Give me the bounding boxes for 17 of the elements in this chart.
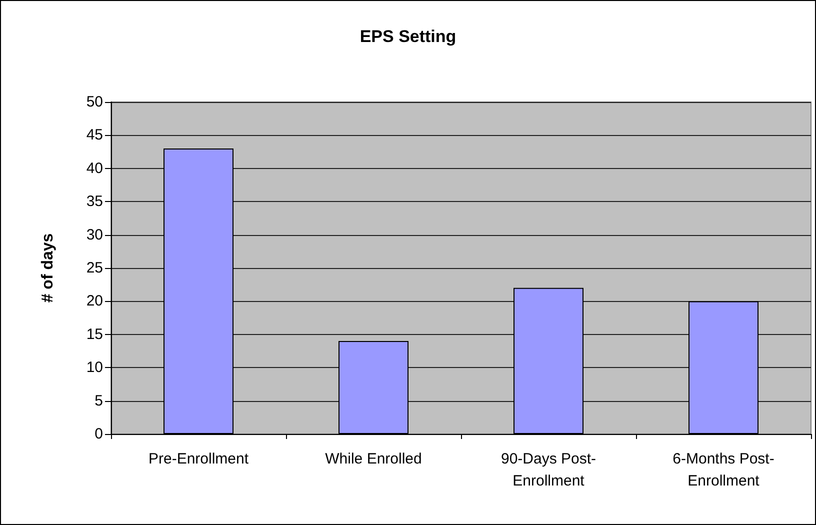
y-tick-label: 10 bbox=[86, 359, 103, 376]
x-tick-label: Pre-Enrollment bbox=[148, 450, 250, 468]
y-tick-label: 50 bbox=[86, 94, 103, 110]
y-axis-title: # of days bbox=[40, 233, 56, 303]
y-tick-label: 35 bbox=[86, 193, 103, 210]
y-tick-label: 45 bbox=[86, 126, 103, 144]
y-tick-label: 20 bbox=[86, 292, 103, 310]
chart-title: EPS Setting bbox=[360, 27, 456, 46]
y-tick-label: 5 bbox=[94, 392, 103, 410]
x-tick-label: 6-Months Post-Enrollment bbox=[672, 450, 774, 490]
y-tick-label: 25 bbox=[86, 260, 103, 276]
y-tick-label: 40 bbox=[86, 160, 103, 177]
x-tick-label: 90-Days Post-Enrollment bbox=[500, 450, 596, 490]
y-tick-label: 0 bbox=[94, 426, 103, 442]
y-tick-label: 15 bbox=[86, 326, 103, 343]
x-tick-label: While Enrolled bbox=[325, 450, 422, 468]
y-tick-label: 30 bbox=[86, 226, 103, 244]
